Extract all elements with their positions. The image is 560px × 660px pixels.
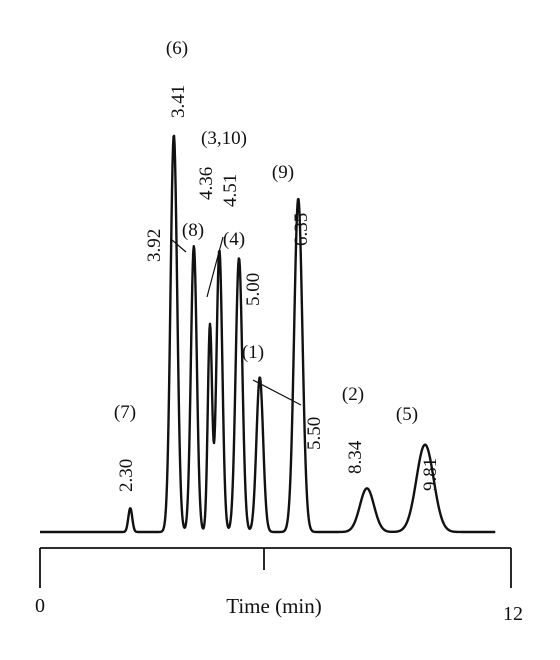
leader-line-3-92 (171, 239, 187, 253)
x-tick-label-0: 0 (35, 595, 45, 617)
peak-id-6: (6) (166, 38, 188, 59)
leader-line-4-36 (206, 236, 224, 298)
x-axis-title: Time (min) (226, 594, 321, 618)
peak-time-2-30: 2.30 (116, 459, 137, 492)
peak-time-6-35: 6.35 (291, 213, 312, 246)
leader-line-5-50 (252, 379, 302, 406)
x-tick-label-12: 12 (503, 603, 523, 625)
peak-time-3-92: 3.92 (144, 229, 165, 262)
peak-time-8-34: 8.34 (345, 440, 366, 474)
peak-id-9: (9) (272, 162, 294, 183)
peak-id-3-10: (3,10) (201, 128, 247, 149)
peak-id-8: (8) (182, 220, 204, 241)
peak-id-5: (5) (396, 404, 418, 425)
peak-time-9-81: 9.81 (420, 458, 441, 491)
peak-id-4: (4) (223, 229, 245, 250)
peak-time-3-41: 3.41 (168, 85, 189, 118)
peak-time-5-50: 5.50 (304, 417, 325, 450)
peak-id-7: (7) (114, 402, 136, 423)
peak-time-5-00: 5.00 (243, 273, 264, 306)
peak-id-1: (1) (242, 342, 264, 363)
chromatogram-trace (39, 134, 496, 534)
peak-time-4-51: 4.51 (220, 174, 241, 207)
peak-time-4-36: 4.36 (196, 167, 217, 200)
peak-id-2: (2) (342, 384, 364, 405)
